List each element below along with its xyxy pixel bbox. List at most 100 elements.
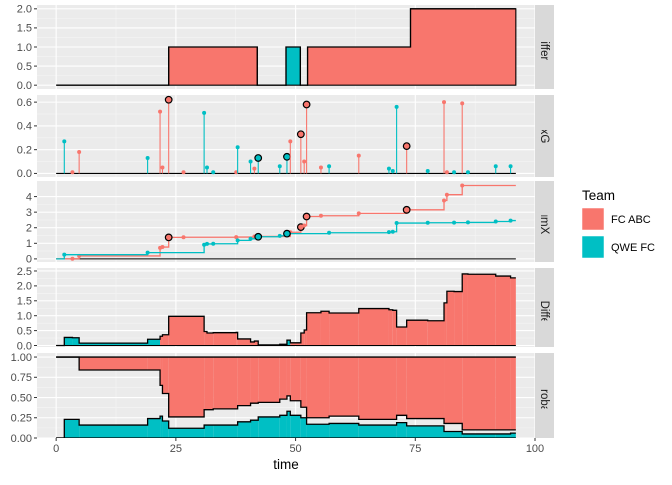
cumxg-point [390,229,395,234]
cumxg-point [444,192,449,197]
goal-shot-point [302,100,311,109]
lead-prob-segment-fc-abc [290,357,301,401]
y-tick-label: 1.0 [17,42,32,54]
y-tick-label: 2 [26,223,32,235]
lead-prob-segment-qwe-fc [147,418,161,438]
lead-prob-segment-fc-abc [162,357,169,394]
cumxg-diff-segment [358,308,389,346]
cumxg-diff-segment [329,313,359,346]
cumxg-point [356,211,361,216]
shot-point [204,165,209,170]
lead-prob-segment-fc-abc [462,357,496,430]
y-tick-label: 1.00 [11,352,32,364]
cumxg-point [452,220,457,225]
shot-point [77,150,82,155]
cumxg-diff-segment [160,336,163,346]
y-tick-label: 0.25 [11,413,32,425]
cumxg-point [318,213,323,218]
shot-point [452,170,457,175]
panel-background [37,181,535,262]
cumxg-diff-segment [204,331,207,346]
cumxg-point [70,256,75,261]
facet-strip [535,95,554,177]
x-tick-label: 75 [409,443,421,455]
lead-prob-segment-qwe-fc [213,425,238,438]
cumxg-diff-segment [510,277,516,346]
panel-data [56,183,516,261]
shot-point [356,153,361,158]
cumxg-diff-segment [236,332,238,346]
goal-shot-point [254,154,263,162]
lead-prob-segment-qwe-fc [162,421,169,438]
panel-data [56,356,516,438]
shot-point [302,159,307,164]
lead-prob-segment-qwe-fc [279,415,287,438]
lead-prob-segment-fc-abc [237,357,251,406]
lead-prob-segment-fc-abc [204,357,214,410]
cumxg-point [235,238,240,243]
cumxg-diff-segment [206,332,214,346]
lead-prob-segment-qwe-fc [358,425,397,438]
facet-strip-label: GoalDifference [538,9,550,86]
lead-prob-segment-qwe-fc [300,417,307,438]
cumxg-diff-segment [72,337,80,346]
panel-cumxg: 0 1 2 3 4 CumXg [26,181,554,266]
shot-point [70,170,75,175]
x-tick-label: 25 [170,443,182,455]
cumxg-diff-segment [250,341,255,346]
cumxg-point [327,230,332,235]
lead-prob-segment-qwe-fc [250,420,259,438]
lead-prob-segment-qwe-fc [290,415,301,438]
shot-point [390,169,395,174]
lead-prob-segment-qwe-fc [495,433,511,438]
cumxg-diff-segment [495,276,511,346]
goal-cumxg-point [254,232,263,241]
cumxg-diff-segment [286,340,291,346]
y-tick-label: 0.50 [11,392,32,404]
cumxg-diff-segment [304,330,307,346]
y-tick-label: 0.0 [17,340,32,352]
lead-prob-segment-qwe-fc [396,422,407,438]
shot-point [252,166,257,171]
lead-prob-segment-qwe-fc [64,419,80,438]
panel-xg: 0.0 0.2 0.4 0.6 xG [17,95,554,180]
shot-point [248,159,253,164]
lead-prob-segment-qwe-fc [329,423,359,438]
cumxg-diff-segment [306,312,321,346]
shot-point [425,169,430,174]
cumxg-diff-segment [396,327,407,346]
shot-point [394,104,399,109]
facet-strip [535,268,554,347]
lead-prob-segment-fc-abc [250,357,259,404]
cumxg-diff-segment [320,311,330,346]
cumxg-point [204,241,209,246]
shot-point [181,170,186,175]
cumxg-diff-segment [444,302,447,346]
cumxg-diff-segment [467,274,496,346]
lead-prob-segment-qwe-fc [306,424,330,438]
lead-prob-outline-fc-abc [56,356,516,431]
lead-prob-segment-qwe-fc [79,425,148,438]
shot-point [465,170,470,175]
cumxg-diff-segment [79,343,148,346]
y-tick-label: 0.5 [17,61,32,73]
panel-data [56,273,516,347]
legend-item-qwe-fc: QWE FC [581,235,655,259]
shot-point [202,110,207,115]
lead-prob-segment-fc-abc [286,357,291,396]
y-tick-label: 0.0 [17,80,32,92]
goal-shot-point [283,152,291,161]
cumxg-diff-segment [254,341,259,346]
cumxg-point [145,250,150,255]
lead-prob-segment-fc-abc [444,357,463,424]
cumxg-point [160,245,165,250]
y-tick-label: 2.0 [17,4,32,16]
lead-prob-segment-qwe-fc [160,416,163,438]
cumxg-point [181,235,186,240]
x-axis-title: time [273,457,299,472]
panel-data [56,8,517,86]
y-tick-label: 3 [26,207,32,219]
lead-prob-segment-fc-abc [258,357,280,403]
shot-point [211,170,216,175]
